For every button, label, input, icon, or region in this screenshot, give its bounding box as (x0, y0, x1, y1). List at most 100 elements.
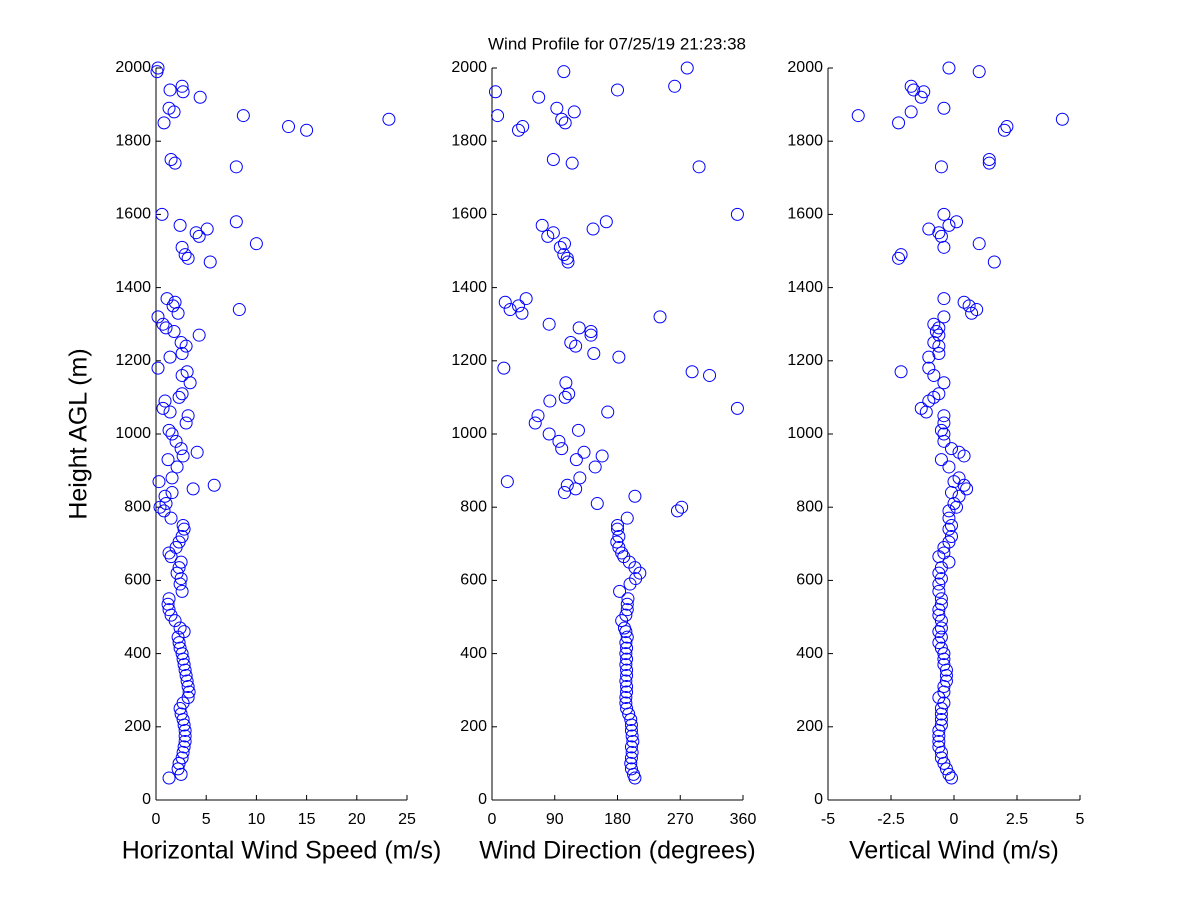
data-point (932, 740, 946, 754)
data-point (162, 771, 176, 785)
data-point (934, 621, 948, 635)
data-point (617, 621, 631, 635)
data-point (498, 295, 512, 309)
data-point (952, 489, 966, 503)
data-point (571, 423, 585, 437)
y-tick-label: 1200 (451, 352, 487, 369)
data-point (164, 153, 178, 166)
data-point (180, 365, 194, 379)
figure-title: Wind Profile for 07/25/19 21:23:38 (488, 34, 746, 53)
data-point (914, 90, 928, 104)
data-point (177, 740, 191, 754)
data-point (937, 310, 951, 324)
data-point (158, 489, 172, 503)
data-point (628, 489, 642, 503)
x-tick-label: 10 (248, 811, 266, 828)
data-point (907, 83, 921, 97)
data-point (181, 680, 195, 694)
data-point (620, 597, 634, 611)
data-point (937, 376, 951, 390)
data-point (997, 123, 1011, 137)
data-point (157, 504, 171, 518)
y-tick-label: 2000 (115, 59, 151, 76)
data-point (181, 691, 195, 705)
x-tick-label: 20 (348, 811, 366, 828)
data-point (937, 101, 951, 115)
data-point (932, 226, 946, 240)
data-point (175, 529, 189, 543)
data-point (165, 486, 179, 500)
data-point (624, 762, 638, 776)
data-point (1000, 120, 1014, 134)
data-point (937, 409, 951, 423)
data-point (569, 339, 583, 353)
x-axis-label: Vertical Wind (m/s) (849, 837, 1059, 865)
data-point (174, 555, 188, 569)
data-point (382, 112, 396, 126)
x-tick-label: 2.5 (1006, 811, 1028, 828)
data-point (932, 577, 946, 591)
data-point (177, 658, 191, 672)
data-point (922, 361, 936, 375)
data-point (939, 674, 953, 688)
data-point (613, 584, 627, 598)
data-point (542, 427, 556, 441)
x-tick-label: 25 (398, 811, 416, 828)
data-point (175, 346, 189, 360)
data-point (730, 207, 744, 221)
y-tick-label: 0 (478, 791, 487, 808)
data-point (159, 321, 173, 335)
data-point (558, 116, 572, 130)
data-point (584, 325, 598, 339)
data-point (960, 482, 974, 496)
data-point (1055, 112, 1069, 126)
data-point (620, 702, 634, 715)
x-tick-label: 0 (488, 811, 497, 828)
data-point (553, 240, 567, 254)
data-point (546, 226, 560, 240)
y-tick-label: 1000 (787, 425, 823, 442)
data-point (610, 535, 624, 549)
y-tick-label: 400 (124, 645, 151, 662)
data-point (937, 427, 951, 441)
data-point (599, 215, 613, 229)
data-point (590, 497, 604, 511)
data-point (236, 109, 250, 123)
data-point (542, 317, 556, 331)
data-point (176, 519, 190, 532)
data-point (982, 156, 996, 170)
data-point (619, 608, 633, 622)
data-point (619, 696, 633, 710)
data-point (612, 350, 626, 364)
data-point (560, 251, 574, 265)
data-point (680, 61, 694, 75)
data-point (232, 303, 246, 317)
data-point (151, 310, 165, 324)
data-point (624, 723, 638, 737)
data-point (155, 207, 169, 221)
data-point (161, 597, 175, 611)
data-point (942, 218, 956, 232)
data-point (952, 471, 966, 485)
x-axis-label: Wind Direction (degrees) (479, 837, 756, 865)
data-point (937, 207, 951, 221)
data-point (937, 658, 951, 672)
data-point (620, 511, 634, 525)
data-point (192, 229, 206, 243)
data-point (152, 475, 166, 489)
data-point (162, 423, 176, 437)
data-point (620, 641, 634, 655)
x-tick-label: 0 (152, 811, 161, 828)
data-point (942, 522, 956, 536)
data-point (937, 292, 951, 306)
data-point (942, 61, 956, 75)
y-tick-label: 0 (814, 791, 823, 808)
data-point (558, 237, 572, 251)
y-tick-label: 0 (142, 791, 151, 808)
data-point (624, 751, 638, 765)
y-tick-label: 1600 (787, 206, 823, 223)
data-point (934, 641, 948, 655)
data-point (177, 625, 191, 639)
data-point (952, 445, 966, 459)
data-point (586, 222, 600, 236)
